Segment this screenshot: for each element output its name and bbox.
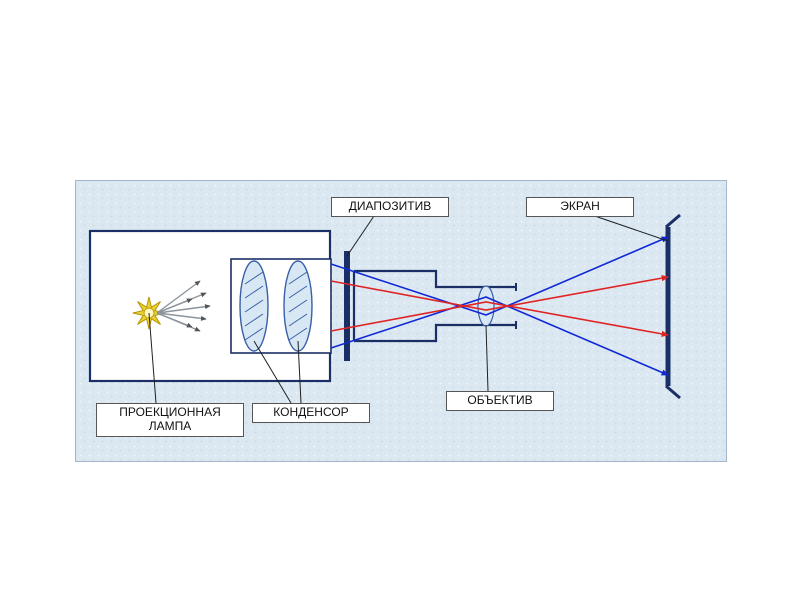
label-slide: ДИАПОЗИТИВ (331, 197, 449, 217)
label-condenser: КОНДЕНСОР (252, 403, 370, 423)
label-screen: ЭКРАН (526, 197, 634, 217)
label-objective: ОБЪЕКТИВ (446, 391, 554, 411)
projector-diagram: ПРОЕКЦИОННАЯ ЛАМПА КОНДЕНСОР ДИАПОЗИТИВ … (75, 180, 727, 462)
label-lamp: ПРОЕКЦИОННАЯ ЛАМПА (96, 403, 244, 437)
